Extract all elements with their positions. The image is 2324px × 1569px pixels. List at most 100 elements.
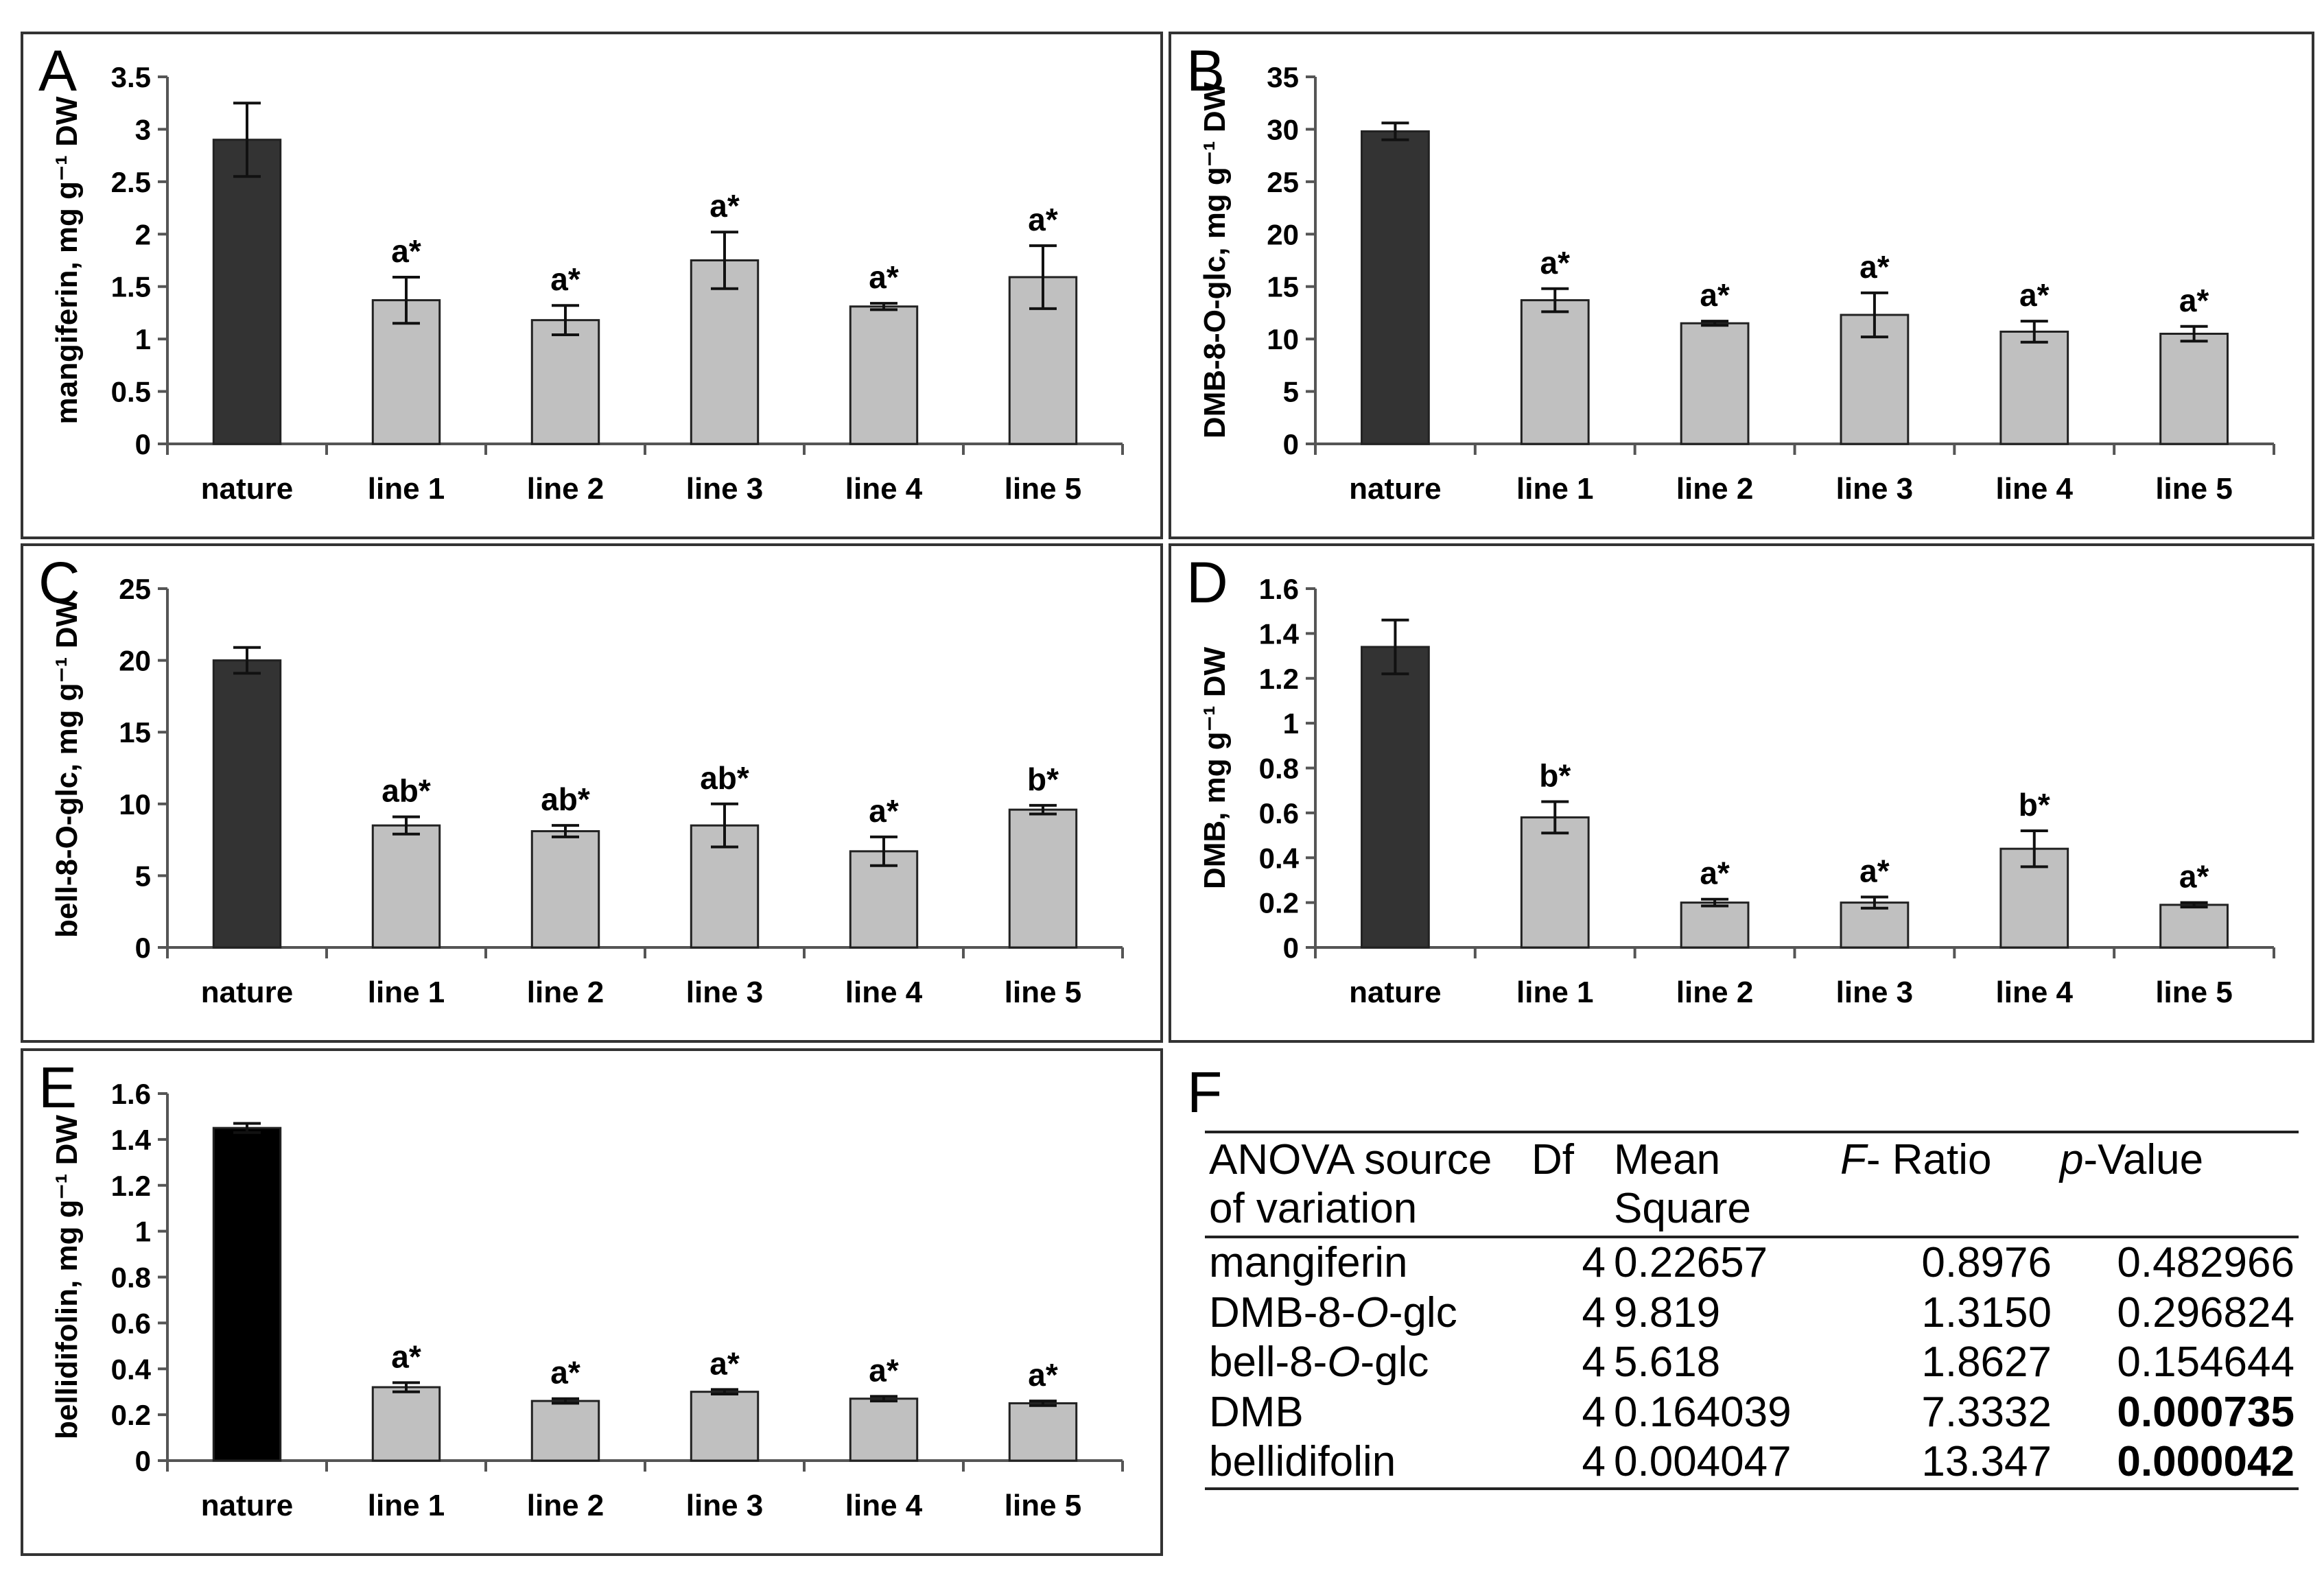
y-tick-label: 0.2 bbox=[1259, 887, 1299, 919]
italic-o: O bbox=[1355, 1288, 1389, 1336]
significance-label: ab* bbox=[541, 781, 590, 817]
cell-p: 0.000735 bbox=[2117, 1388, 2294, 1436]
header-f-italic: F bbox=[1840, 1136, 1866, 1183]
x-tick-label: line 2 bbox=[1676, 472, 1754, 506]
bar bbox=[1361, 646, 1430, 949]
bar bbox=[212, 139, 282, 445]
significance-label: a* bbox=[391, 233, 421, 269]
cell-ms: 0.004047 bbox=[1614, 1438, 1792, 1486]
y-tick-label: 1.2 bbox=[1259, 663, 1299, 695]
cell-source: bellidifolin bbox=[1209, 1438, 1396, 1486]
bar bbox=[2159, 904, 2229, 949]
cell-p: 0.482966 bbox=[2117, 1239, 2294, 1287]
y-tick-label: 0 bbox=[1283, 932, 1299, 964]
y-tick-label: 5 bbox=[135, 860, 151, 892]
cell-f: 13.347 bbox=[1921, 1438, 2052, 1486]
y-tick-label: 1.6 bbox=[111, 1078, 151, 1110]
y-tick-label: 2.5 bbox=[111, 166, 151, 198]
x-tick-label: line 3 bbox=[686, 1489, 764, 1522]
x-tick-label: line 2 bbox=[527, 976, 605, 1009]
significance-label: a* bbox=[869, 793, 899, 829]
y-tick-label: 20 bbox=[119, 645, 151, 677]
x-tick-label: line 2 bbox=[527, 1489, 605, 1522]
significance-label: a* bbox=[709, 1345, 740, 1381]
x-tick-label: line 4 bbox=[1996, 976, 2074, 1009]
bar bbox=[849, 305, 919, 445]
x-tick-label: line 2 bbox=[527, 472, 605, 506]
y-tick-label: 2 bbox=[135, 218, 151, 250]
bar bbox=[371, 1386, 441, 1462]
significance-label: ab* bbox=[700, 760, 749, 796]
y-tick-label: 0 bbox=[1283, 428, 1299, 460]
significance-label: a* bbox=[709, 188, 740, 224]
x-tick-label: line 3 bbox=[1836, 976, 1914, 1009]
bar bbox=[849, 1397, 919, 1462]
cell-f: 7.3332 bbox=[1921, 1388, 2052, 1436]
y-tick-label: 0.8 bbox=[111, 1262, 151, 1294]
significance-label: b* bbox=[2019, 787, 2050, 823]
bar bbox=[212, 1126, 282, 1462]
bar bbox=[1680, 901, 1750, 949]
x-tick-label: line 2 bbox=[1676, 976, 1754, 1009]
cell-f: 1.8627 bbox=[1921, 1338, 2052, 1387]
x-tick-label: line 4 bbox=[845, 1489, 923, 1522]
x-tick-label: nature bbox=[1349, 472, 1441, 506]
bar bbox=[212, 659, 282, 949]
x-tick-label: line 3 bbox=[1836, 472, 1914, 506]
bar bbox=[1680, 322, 1750, 445]
significance-label: a* bbox=[1028, 202, 1058, 237]
significance-label: b* bbox=[1539, 758, 1571, 794]
y-tick-label: 1 bbox=[135, 1216, 151, 1248]
y-axis-label: DMB, mg g⁻¹ DW bbox=[1198, 646, 1232, 889]
bar bbox=[1520, 816, 1590, 949]
x-tick-label: line 1 bbox=[1516, 976, 1594, 1009]
cell-p: 0.000042 bbox=[2117, 1438, 2294, 1486]
bar bbox=[2159, 333, 2229, 445]
cell-source: DMB-8-O-glc bbox=[1209, 1288, 1457, 1336]
bar bbox=[530, 1400, 600, 1462]
bar bbox=[530, 830, 600, 949]
x-tick-label: line 5 bbox=[1005, 472, 1082, 506]
y-axis-label: bellidifolin, mg g⁻¹ DW bbox=[50, 1115, 84, 1439]
significance-label: a* bbox=[1540, 245, 1571, 281]
significance-label: a* bbox=[1859, 853, 1890, 888]
panel-f: F ANOVA source of variation Df Mean Squa… bbox=[1173, 1057, 2312, 1564]
significance-label: a* bbox=[1859, 249, 1890, 285]
y-axis-label: bell-8-O-glc, mg g⁻¹ DW bbox=[50, 598, 84, 938]
cell-ms: 0.164039 bbox=[1614, 1388, 1792, 1436]
y-tick-label: 0.4 bbox=[1259, 842, 1300, 874]
significance-label: a* bbox=[869, 259, 899, 295]
cell-f: 1.3150 bbox=[1921, 1288, 2052, 1336]
x-tick-label: line 5 bbox=[1005, 1489, 1082, 1522]
y-tick-label: 10 bbox=[119, 788, 151, 821]
y-tick-label: 25 bbox=[1267, 166, 1299, 198]
y-tick-label: 3 bbox=[135, 113, 151, 145]
header-df: Df bbox=[1531, 1136, 1574, 1183]
cell-ms: 0.22657 bbox=[1614, 1239, 1768, 1287]
y-tick-label: 30 bbox=[1267, 113, 1299, 145]
x-tick-label: line 5 bbox=[2155, 472, 2233, 506]
x-tick-label: nature bbox=[201, 1489, 293, 1522]
panel-d: D DMB, mg g⁻¹ DW 0 0.2 0.4 0.6 0.8 1 1.2 1.4 1.6 na… bbox=[1169, 543, 2314, 1043]
significance-label: ab* bbox=[382, 773, 431, 809]
y-tick-label: 25 bbox=[119, 573, 151, 605]
x-tick-label: nature bbox=[1349, 976, 1441, 1009]
anova-table: ANOVA source of variation Df Mean Square… bbox=[1205, 1131, 2299, 1490]
header-f-ratio: F- Ratio bbox=[1840, 1136, 1992, 1183]
cell-p: 0.296824 bbox=[2117, 1288, 2294, 1336]
cell-df: 4 bbox=[1582, 1438, 1606, 1486]
cell-ms: 9.819 bbox=[1614, 1288, 1721, 1336]
panel-letter: F bbox=[1187, 1060, 1223, 1124]
x-tick-label: line 4 bbox=[845, 472, 923, 506]
y-tick-label: 15 bbox=[119, 716, 151, 748]
significance-label: a* bbox=[1028, 1357, 1058, 1393]
significance-label: a* bbox=[2019, 277, 2050, 313]
y-tick-label: 20 bbox=[1267, 218, 1299, 250]
y-tick-label: 0 bbox=[135, 1445, 151, 1477]
y-tick-label: 0.6 bbox=[111, 1307, 151, 1339]
cell-ms: 5.618 bbox=[1614, 1338, 1721, 1387]
cell-source: mangiferin bbox=[1209, 1239, 1408, 1287]
panel-b: B DMB-8-O-glc, mg g⁻¹ DW 0 5 10 15 20 25 30 35 nat… bbox=[1169, 32, 2314, 539]
